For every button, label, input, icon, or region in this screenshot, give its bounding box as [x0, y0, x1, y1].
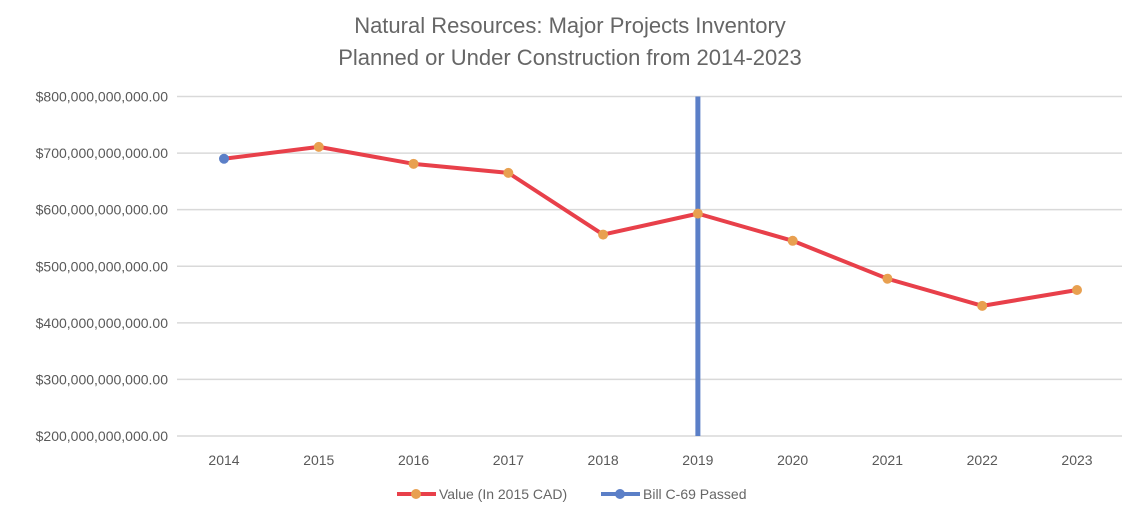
- chart-title-line-1: Natural Resources: Major Projects Invent…: [354, 13, 786, 38]
- x-tick-label: 2016: [398, 452, 429, 468]
- chart-title-line-2: Planned or Under Construction from 2014-…: [338, 45, 802, 70]
- legend-marker-bill: [615, 489, 625, 499]
- y-tick-label: $200,000,000,000.00: [36, 428, 169, 444]
- x-tick-label: 2014: [208, 452, 239, 468]
- data-point: [692, 208, 703, 219]
- x-tick-label: 2022: [967, 452, 998, 468]
- legend-label-value: Value (In 2015 CAD): [439, 486, 567, 502]
- data-point: [219, 153, 229, 164]
- data-point: [408, 158, 419, 169]
- y-tick-label: $700,000,000,000.00: [36, 145, 169, 161]
- x-tick-label: 2021: [872, 452, 903, 468]
- y-tick-label: $400,000,000,000.00: [36, 315, 169, 331]
- legend-label-bill: Bill C-69 Passed: [643, 486, 747, 502]
- y-tick-label: $600,000,000,000.00: [36, 202, 169, 218]
- data-point: [598, 229, 609, 240]
- legend: Value (In 2015 CAD) Bill C-69 Passed: [397, 486, 747, 502]
- data-point: [977, 300, 988, 311]
- legend-marker-value: [411, 489, 421, 499]
- x-tick-label: 2017: [493, 452, 524, 468]
- x-tick-label: 2023: [1061, 452, 1092, 468]
- data-point: [1072, 285, 1082, 296]
- x-tick-label: 2020: [777, 452, 808, 468]
- x-tick-label: 2018: [588, 452, 619, 468]
- data-point: [882, 273, 893, 284]
- series-line-value: [223, 144, 1078, 308]
- y-tick-label: $300,000,000,000.00: [36, 371, 169, 387]
- x-tick-label: 2019: [682, 452, 713, 468]
- data-point: [313, 141, 324, 152]
- data-point: [787, 235, 798, 246]
- y-tick-label: $500,000,000,000.00: [36, 258, 169, 274]
- y-tick-label: $800,000,000,000.00: [36, 89, 169, 105]
- data-point: [503, 167, 514, 178]
- x-tick-label: 2015: [303, 452, 334, 468]
